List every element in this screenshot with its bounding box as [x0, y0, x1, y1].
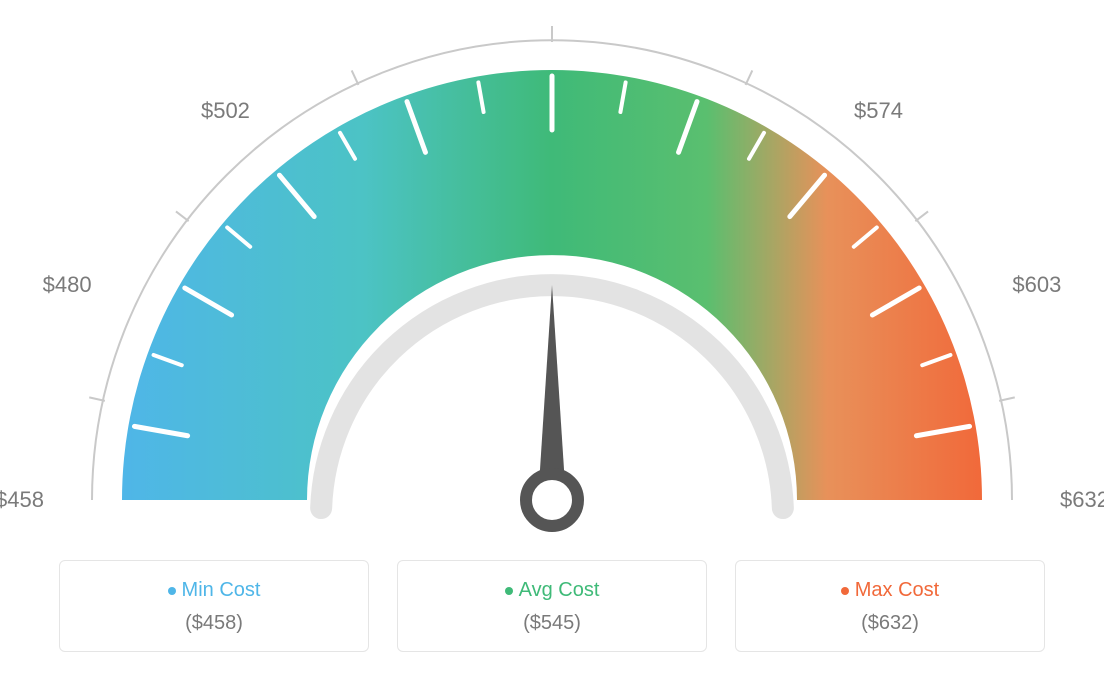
- gauge-scale-label: $603: [1012, 272, 1061, 298]
- legend-title-min-text: Min Cost: [182, 579, 261, 601]
- legend-title-max-text: Max Cost: [855, 579, 939, 601]
- legend-card-avg: Avg Cost ($545): [397, 560, 707, 652]
- legend-value-avg: ($545): [408, 612, 696, 635]
- gauge-chart: $458$480$502$545$574$603$632: [0, 0, 1104, 560]
- legend-title-avg: Avg Cost: [408, 579, 696, 602]
- legend-title-avg-text: Avg Cost: [519, 579, 600, 601]
- legend-dot-avg: [505, 587, 513, 595]
- legend-title-max: Max Cost: [746, 579, 1034, 602]
- legend-card-min: Min Cost ($458): [59, 560, 369, 652]
- gauge-scale-label: $502: [201, 98, 250, 124]
- gauge-scale-label: $480: [43, 272, 92, 298]
- legend-title-min: Min Cost: [70, 579, 358, 602]
- legend-row: Min Cost ($458) Avg Cost ($545) Max Cost…: [0, 560, 1104, 652]
- legend-card-max: Max Cost ($632): [735, 560, 1045, 652]
- gauge-scale-label: $574: [854, 98, 903, 124]
- gauge-scale-label: $632: [1060, 487, 1104, 513]
- legend-value-max: ($632): [746, 612, 1034, 635]
- gauge-svg: [0, 0, 1104, 560]
- gauge-scale-label: $458: [0, 487, 44, 513]
- legend-dot-min: [168, 587, 176, 595]
- legend-dot-max: [841, 587, 849, 595]
- legend-value-min: ($458): [70, 612, 358, 635]
